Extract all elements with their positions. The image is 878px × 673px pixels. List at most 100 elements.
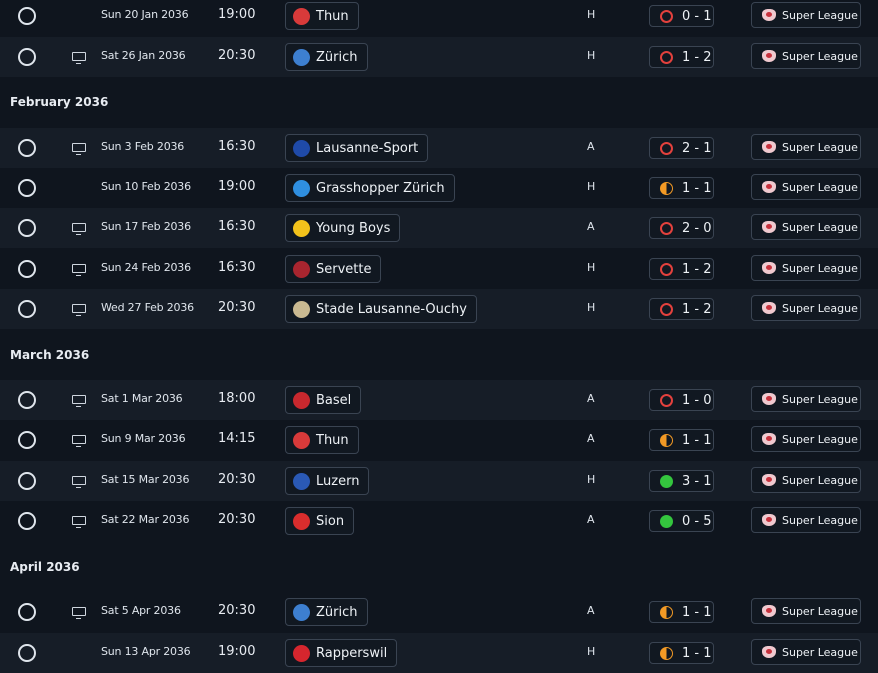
- competition-button[interactable]: Super League: [751, 2, 861, 28]
- venue-indicator: A: [587, 220, 595, 233]
- opponent-button[interactable]: Thun: [285, 426, 359, 454]
- select-radio[interactable]: [18, 644, 36, 662]
- opponent-button[interactable]: Zürich: [285, 598, 368, 626]
- select-radio[interactable]: [18, 7, 36, 25]
- tv-broadcast-icon: [72, 143, 86, 155]
- competition-name: Super League: [782, 473, 858, 487]
- tv-broadcast-icon: [72, 52, 86, 64]
- opponent-name: Stade Lausanne-Ouchy: [316, 301, 467, 317]
- select-radio[interactable]: [18, 179, 36, 197]
- result-draw-icon: [660, 181, 673, 195]
- score-button[interactable]: 1 - 2: [649, 298, 714, 320]
- opponent-button[interactable]: Young Boys: [285, 214, 401, 242]
- result-loss-icon: [660, 302, 673, 316]
- select-radio[interactable]: [18, 300, 36, 318]
- result-loss-icon: [660, 393, 673, 407]
- servette-badge-icon: [293, 260, 310, 278]
- result-loss-icon: [660, 262, 673, 276]
- fixture-row[interactable]: Sun 10 Feb 2036 19:00 Grasshopper Zürich H 1…: [0, 168, 878, 208]
- select-radio[interactable]: [18, 139, 36, 157]
- competition-button[interactable]: Super League: [751, 174, 861, 200]
- score-button[interactable]: 1 - 1: [649, 177, 714, 199]
- fixture-row[interactable]: Sat 5 Apr 2036 20:30 Zürich A 1 - 1 Super Lea…: [0, 592, 878, 632]
- competition-button[interactable]: Super League: [751, 426, 861, 452]
- opponent-name: Thun: [316, 432, 349, 448]
- competition-button[interactable]: Super League: [751, 134, 861, 160]
- tv-broadcast-icon: [72, 476, 86, 488]
- competition-button[interactable]: Super League: [751, 639, 861, 665]
- result-loss-icon: [660, 141, 673, 155]
- fixture-row[interactable]: Sat 15 Mar 2036 20:30 Luzern H 3 - 1 Super Le…: [0, 461, 878, 501]
- select-radio[interactable]: [18, 48, 36, 66]
- score-button[interactable]: 1 - 1: [649, 642, 714, 664]
- score-button[interactable]: 3 - 1: [649, 470, 714, 492]
- result-win-icon: [660, 514, 673, 528]
- fixture-row[interactable]: Sun 9 Mar 2036 14:15 Thun A 1 - 1 Super Leagu…: [0, 420, 878, 460]
- venue-indicator: A: [587, 513, 595, 526]
- fixture-row[interactable]: Sat 1 Mar 2036 18:00 Basel A 1 - 0 Super Leag…: [0, 380, 878, 420]
- fixture-row[interactable]: Sun 24 Feb 2036 16:30 Servette H 1 - 2 Super …: [0, 249, 878, 289]
- zurich-badge-icon: [293, 603, 310, 621]
- competition-name: Super League: [782, 301, 858, 315]
- score-button[interactable]: 2 - 1: [649, 137, 714, 159]
- score-value: 3 - 1: [682, 473, 712, 489]
- fixture-row[interactable]: Sun 13 Apr 2036 19:00 Rapperswil H 1 - 1 Supe…: [0, 633, 878, 673]
- fixture-time: 20:30: [218, 603, 256, 618]
- select-radio[interactable]: [18, 219, 36, 237]
- opponent-name: Rapperswil: [316, 645, 388, 661]
- opponent-button[interactable]: Lausanne-Sport: [285, 134, 429, 162]
- fixture-date: Sun 3 Feb 2036: [101, 140, 185, 153]
- competition-button[interactable]: Super League: [751, 214, 861, 240]
- competition-button[interactable]: Super League: [751, 295, 861, 321]
- select-radio[interactable]: [18, 431, 36, 449]
- score-button[interactable]: 1 - 1: [649, 601, 714, 623]
- fixture-time: 18:00: [218, 391, 256, 406]
- opponent-button[interactable]: Stade Lausanne-Ouchy: [285, 295, 477, 323]
- select-radio[interactable]: [18, 472, 36, 490]
- score-button[interactable]: 1 - 2: [649, 258, 714, 280]
- competition-name: Super League: [782, 180, 858, 194]
- fixture-date: Sat 5 Apr 2036: [101, 604, 181, 617]
- opponent-button[interactable]: Rapperswil: [285, 639, 398, 667]
- opponent-button[interactable]: Luzern: [285, 467, 370, 495]
- score-button[interactable]: 1 - 0: [649, 389, 714, 411]
- score-button[interactable]: 1 - 1: [649, 429, 714, 451]
- score-value: 0 - 5: [682, 513, 712, 529]
- score-button[interactable]: 0 - 1: [649, 5, 714, 27]
- competition-button[interactable]: Super League: [751, 467, 861, 493]
- super-league-icon: [762, 514, 776, 526]
- month-header: March 2036: [10, 348, 90, 362]
- fixture-row[interactable]: Sun 3 Feb 2036 16:30 Lausanne-Sport A 2 - 1 S…: [0, 128, 878, 168]
- competition-name: Super League: [782, 432, 858, 446]
- opponent-button[interactable]: Grasshopper Zürich: [285, 174, 455, 202]
- venue-indicator: A: [587, 432, 595, 445]
- fixture-row[interactable]: Sat 22 Mar 2036 20:30 Sion A 0 - 5 Super Leag…: [0, 501, 878, 541]
- opponent-button[interactable]: Servette: [285, 255, 382, 283]
- opponent-button[interactable]: Basel: [285, 386, 362, 414]
- competition-button[interactable]: Super League: [751, 386, 861, 412]
- opponent-button[interactable]: Sion: [285, 507, 355, 535]
- select-radio[interactable]: [18, 260, 36, 278]
- competition-button[interactable]: Super League: [751, 598, 861, 624]
- competition-button[interactable]: Super League: [751, 507, 861, 533]
- score-button[interactable]: 2 - 0: [649, 217, 714, 239]
- fixture-date: Sun 24 Feb 2036: [101, 261, 191, 274]
- select-radio[interactable]: [18, 603, 36, 621]
- score-button[interactable]: 1 - 2: [649, 46, 714, 68]
- opponent-button[interactable]: Zürich: [285, 43, 368, 71]
- lausanne-sport-badge-icon: [293, 139, 310, 157]
- fixture-row[interactable]: Sat 26 Jan 2036 20:30 Zürich H 1 - 2 Super Le…: [0, 37, 878, 77]
- competition-button[interactable]: Super League: [751, 255, 861, 281]
- fixture-row[interactable]: Wed 27 Feb 2036 20:30 Stade Lausanne-Ouchy…: [0, 289, 878, 329]
- opponent-name: Basel: [316, 392, 352, 408]
- thun-badge-icon: [293, 431, 310, 449]
- competition-button[interactable]: Super League: [751, 43, 861, 69]
- score-value: 1 - 1: [682, 604, 712, 620]
- fixture-row[interactable]: Sun 17 Feb 2036 16:30 Young Boys A 2 - 0 Supe…: [0, 208, 878, 248]
- score-button[interactable]: 0 - 5: [649, 510, 714, 532]
- select-radio[interactable]: [18, 512, 36, 530]
- select-radio[interactable]: [18, 391, 36, 409]
- fixture-row[interactable]: Sun 20 Jan 2036 19:00 Thun H 0 - 1 Super Leag…: [0, 0, 878, 36]
- competition-name: Super League: [782, 8, 858, 22]
- opponent-button[interactable]: Thun: [285, 2, 359, 30]
